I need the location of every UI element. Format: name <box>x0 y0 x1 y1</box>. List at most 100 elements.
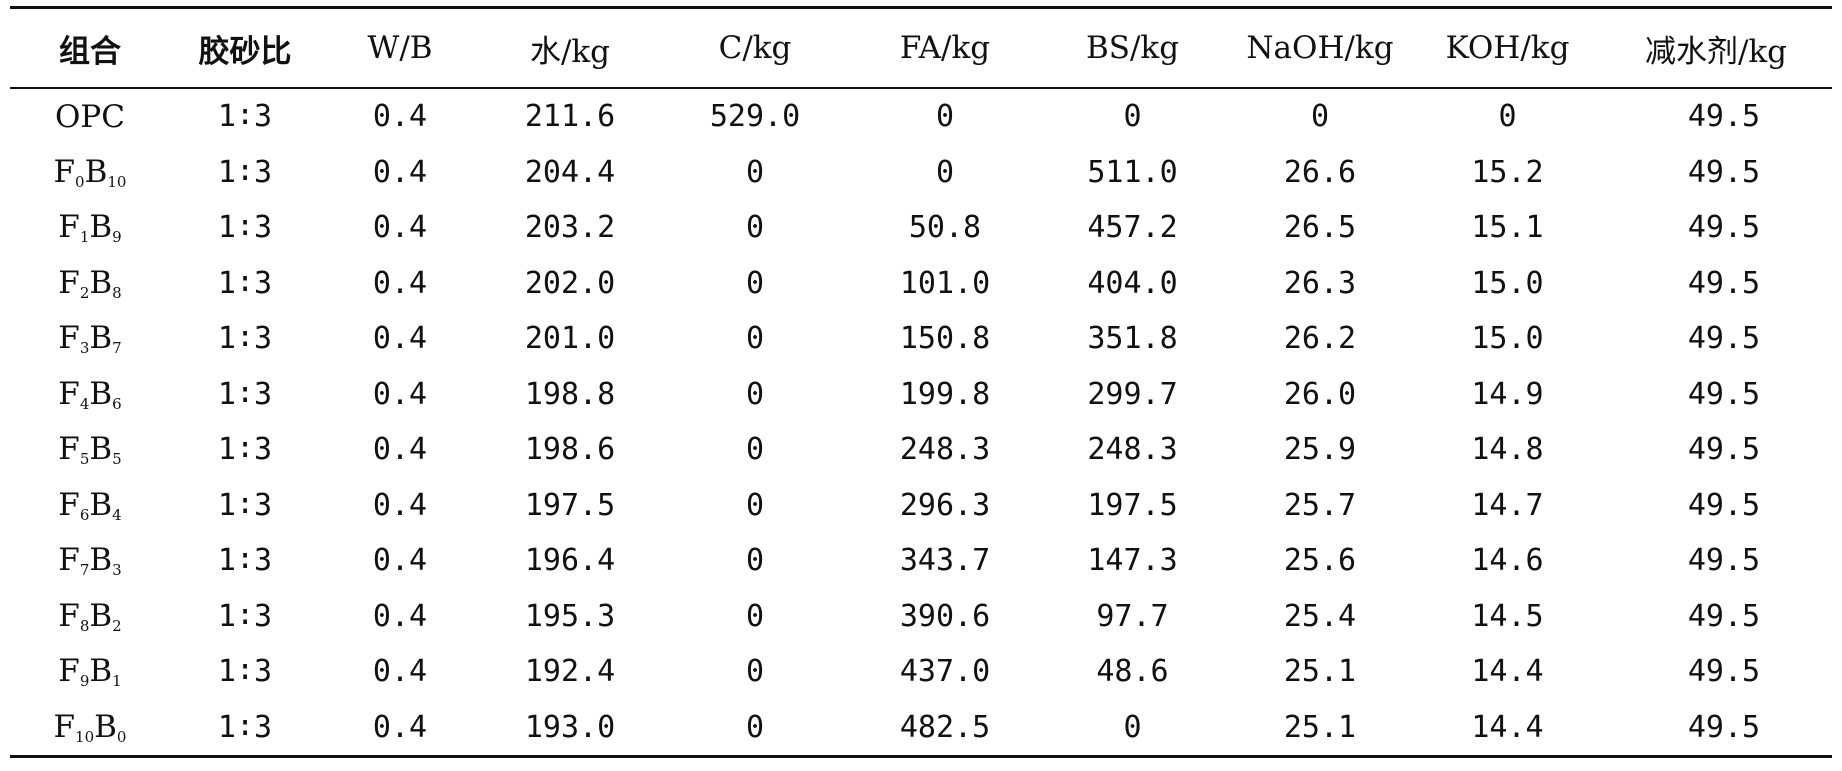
cell-naoh: 26.0 <box>1283 376 1357 412</box>
cell-water: 204.4 <box>524 154 616 190</box>
cell-slag: 97.7 <box>1096 598 1169 634</box>
cell-fly-ash: 0 <box>935 99 955 135</box>
cell-water-binder: 0.4 <box>372 265 428 301</box>
cell-naoh: 25.1 <box>1283 654 1357 690</box>
cell-naoh: 26.5 <box>1283 210 1357 246</box>
cell-naoh: 26.6 <box>1283 154 1357 190</box>
cell-water: 198.6 <box>524 432 616 468</box>
cell-binder-sand-ratio: 1∶3 <box>217 598 273 634</box>
cell-slag: 457.2 <box>1087 210 1178 246</box>
cell-slag: 147.3 <box>1087 543 1178 579</box>
cell-fly-ash: 437.0 <box>899 654 991 690</box>
table-row: F4B6 1∶3 0.4 198.8 0 199.8 299.7 26.0 14… <box>10 367 1832 423</box>
cell-binder-sand-ratio: 1∶3 <box>217 709 273 745</box>
cell-water-binder: 0.4 <box>372 154 428 190</box>
table-row: F7B3 1∶3 0.4 196.4 0 343.7 147.3 25.6 14… <box>10 533 1832 589</box>
row-name: F6B4 <box>58 486 122 524</box>
cell-slag: 48.6 <box>1096 654 1169 690</box>
row-name: F9B1 <box>58 653 122 691</box>
table-row: F9B1 1∶3 0.4 192.4 0 437.0 48.6 25.1 14.… <box>10 644 1832 700</box>
cell-koh: 15.2 <box>1471 154 1544 190</box>
cell-naoh: 0 <box>1310 99 1330 135</box>
cell-water-binder: 0.4 <box>372 376 428 412</box>
cell-naoh: 25.6 <box>1283 543 1357 579</box>
col-header-koh: KOH/kg <box>1445 30 1570 66</box>
cell-fly-ash: 150.8 <box>899 321 991 357</box>
cell-cement: 0 <box>745 543 765 579</box>
cell-water: 196.4 <box>524 543 616 579</box>
cell-water: 198.8 <box>524 376 616 412</box>
cell-slag: 404.0 <box>1087 265 1178 301</box>
cell-water-reducer: 49.5 <box>1687 432 1761 468</box>
row-name: F5B5 <box>58 431 122 469</box>
row-name: F8B2 <box>58 597 122 635</box>
table-row: F3B7 1∶3 0.4 201.0 0 150.8 351.8 26.2 15… <box>10 311 1832 367</box>
cell-koh: 14.4 <box>1471 654 1544 690</box>
cell-slag: 0 <box>1123 709 1142 745</box>
row-name: F10B0 <box>53 708 127 746</box>
cell-cement: 0 <box>745 376 765 412</box>
cell-water: 201.0 <box>524 321 616 357</box>
cell-koh: 15.1 <box>1471 210 1544 246</box>
cell-water: 202.0 <box>524 265 616 301</box>
cell-cement: 0 <box>745 487 765 523</box>
cell-water-binder: 0.4 <box>372 654 428 690</box>
table-row: F0B10 1∶3 0.4 204.4 0 0 511.0 26.6 15.2 … <box>10 145 1832 201</box>
cell-binder-sand-ratio: 1∶3 <box>217 99 273 135</box>
cell-binder-sand-ratio: 1∶3 <box>217 487 273 523</box>
table-body: OPC 1∶3 0.4 211.6 529.0 0 0 0 0 49.5 F0B… <box>10 88 1832 757</box>
col-header-water-binder: W/B <box>367 30 433 66</box>
cell-water: 193.0 <box>524 709 616 745</box>
cell-water-reducer: 49.5 <box>1687 321 1761 357</box>
cell-binder-sand-ratio: 1∶3 <box>217 154 273 190</box>
cell-koh: 14.8 <box>1471 432 1544 468</box>
cell-water-reducer: 49.5 <box>1687 154 1761 190</box>
table-row: F6B4 1∶3 0.4 197.5 0 296.3 197.5 25.7 14… <box>10 478 1832 534</box>
cell-cement: 529.0 <box>709 99 801 135</box>
cell-water-reducer: 49.5 <box>1687 709 1761 745</box>
row-name: F1B9 <box>58 209 122 247</box>
table-row: OPC 1∶3 0.4 211.6 529.0 0 0 0 0 49.5 <box>10 88 1832 145</box>
mix-proportion-table: 组合 胶砂比 W/B 水/kg C/kg FA/kg BS/kg NaOH/kg… <box>10 6 1832 758</box>
header-row: 组合 胶砂比 W/B 水/kg C/kg FA/kg BS/kg NaOH/kg… <box>10 7 1832 88</box>
cell-cement: 0 <box>745 432 765 468</box>
cell-koh: 0 <box>1498 99 1517 135</box>
cell-slag: 299.7 <box>1087 376 1178 412</box>
cell-fly-ash: 199.8 <box>899 376 991 412</box>
cell-koh: 14.9 <box>1471 376 1544 412</box>
col-header-cement: C/kg <box>718 30 792 66</box>
cell-cement: 0 <box>745 210 765 246</box>
cell-water-reducer: 49.5 <box>1687 598 1761 634</box>
cell-koh: 14.5 <box>1471 598 1544 634</box>
cell-water-binder: 0.4 <box>372 210 428 246</box>
cell-fly-ash: 101.0 <box>899 265 991 301</box>
col-header-fly-ash: FA/kg <box>899 30 991 66</box>
cell-cement: 0 <box>745 321 765 357</box>
table-row: F1B9 1∶3 0.4 203.2 0 50.8 457.2 26.5 15.… <box>10 200 1832 256</box>
col-header-water: 水/kg <box>529 33 611 70</box>
cell-slag: 248.3 <box>1087 432 1178 468</box>
row-name: OPC <box>10 88 170 145</box>
cell-koh: 14.7 <box>1471 487 1544 523</box>
cell-cement: 0 <box>745 654 765 690</box>
row-name: F2B8 <box>58 264 122 302</box>
cell-water: 192.4 <box>524 654 616 690</box>
cell-naoh: 25.1 <box>1283 709 1357 745</box>
cell-binder-sand-ratio: 1∶3 <box>217 321 273 357</box>
row-name-label: OPC <box>55 98 125 135</box>
cell-fly-ash: 482.5 <box>899 709 991 745</box>
col-header-binder-sand-ratio: 胶砂比 <box>198 33 292 70</box>
cell-naoh: 25.9 <box>1283 432 1357 468</box>
mix-proportion-table-wrapper: 组合 胶砂比 W/B 水/kg C/kg FA/kg BS/kg NaOH/kg… <box>10 6 1832 758</box>
cell-water-reducer: 49.5 <box>1687 376 1761 412</box>
cell-koh: 15.0 <box>1471 265 1544 301</box>
cell-water-binder: 0.4 <box>372 487 428 523</box>
col-header-slag: BS/kg <box>1085 30 1180 66</box>
cell-water-reducer: 49.5 <box>1687 99 1761 135</box>
cell-fly-ash: 50.8 <box>908 210 982 246</box>
cell-binder-sand-ratio: 1∶3 <box>217 543 273 579</box>
cell-binder-sand-ratio: 1∶3 <box>217 432 273 468</box>
col-header-naoh: NaOH/kg <box>1246 30 1394 66</box>
cell-water-reducer: 49.5 <box>1687 487 1761 523</box>
cell-water-binder: 0.4 <box>372 709 428 745</box>
